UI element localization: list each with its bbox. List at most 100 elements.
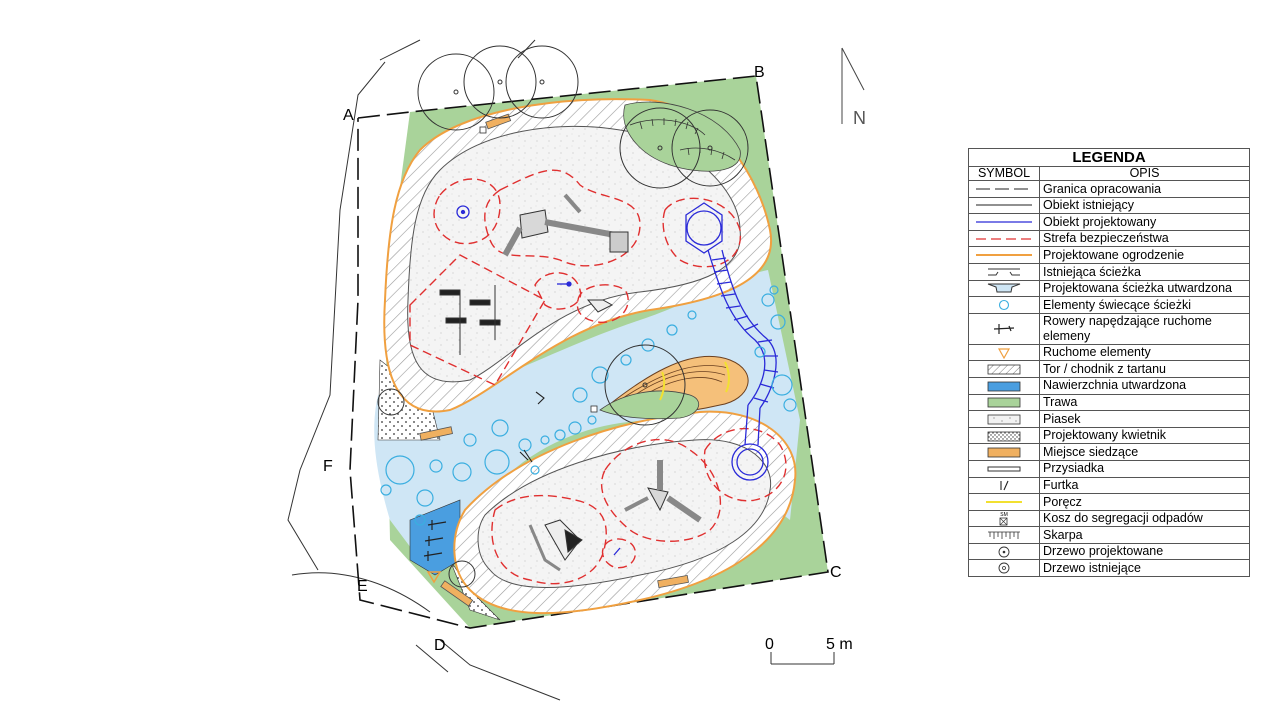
- planned-tree-icon: [998, 546, 1010, 558]
- paved-surface: [374, 270, 800, 560]
- legend-row: Piasek: [968, 410, 1250, 428]
- sand-fill-icon: [987, 414, 1021, 425]
- legend-label: Przysiadka: [1039, 459, 1250, 478]
- bike-icon: [993, 323, 1015, 334]
- legend-label: Poręcz: [1039, 493, 1250, 511]
- bike-symbols: [423, 520, 447, 561]
- legend-row: Projektowana ścieżka utwardzona: [968, 279, 1250, 298]
- safety-zones: [409, 169, 787, 585]
- moving-element-marker: [426, 571, 442, 584]
- bike-area: [409, 499, 461, 576]
- scale-start-label: 0: [765, 636, 774, 653]
- existing-trees: [377, 45, 749, 588]
- legend-label: Granica opracowania: [1039, 180, 1250, 198]
- legend-label: Skarpa: [1039, 526, 1250, 544]
- play-equipment: [439, 193, 702, 572]
- light-circle-icon: [998, 299, 1010, 311]
- legend-row: Trawa: [968, 393, 1250, 412]
- triangle-icon: [997, 347, 1011, 359]
- legend-row: Obiekt projektowany: [968, 213, 1250, 231]
- legend-row: Rowery napędzające ruchome elemeny: [968, 312, 1250, 345]
- bin-symbol-2: [590, 405, 598, 413]
- existing-roads: [287, 39, 561, 701]
- legend-label: Piasek: [1039, 410, 1250, 428]
- slope-marks: [629, 118, 736, 161]
- path-lights: [380, 285, 797, 526]
- blue-line-icon: [976, 221, 1032, 223]
- point-b-label: B: [754, 64, 765, 81]
- scale-bar: [770, 652, 835, 665]
- legend-label: Obiekt istniejący: [1039, 196, 1250, 215]
- legend-row: Poręcz: [968, 493, 1250, 511]
- site-plan: A B C D E F N 0 5 m: [287, 39, 866, 701]
- legend-row: Projektowany kwietnik: [968, 426, 1250, 445]
- legend-label: Trawa: [1039, 393, 1250, 412]
- red-dashed-line-icon: [976, 237, 1032, 240]
- slope-icon: [988, 531, 1020, 540]
- point-a-label: A: [343, 107, 354, 124]
- legend-row: Istniejąca ścieżka: [968, 262, 1250, 281]
- legend-label: Projektowany kwietnik: [1039, 426, 1250, 445]
- legend-row: Ruchome elementy: [968, 343, 1250, 362]
- yellow-line-icon: [986, 500, 1022, 503]
- north-label: N: [853, 108, 866, 128]
- legend-row: Obiekt istniejący: [968, 196, 1250, 215]
- bench-icon: [987, 466, 1021, 472]
- legend-row: SM Kosz do segregacji odpadów: [968, 509, 1250, 528]
- flowerbed-fill-icon: [987, 431, 1021, 441]
- scale-end-label: 5 m: [826, 636, 853, 653]
- legend-label: Nawierzchnia utwardzona: [1039, 376, 1250, 395]
- legend-label: Projektowana ścieżka utwardzona: [1039, 279, 1250, 298]
- point-e-label: E: [357, 578, 368, 595]
- blue-fill-icon: [987, 381, 1021, 392]
- legend-row: Skarpa: [968, 526, 1250, 544]
- legend-row: Tor / chodnik z tartanu: [968, 360, 1250, 378]
- bin-symbol: [479, 126, 487, 134]
- svg-text:SM: SM: [1000, 512, 1008, 518]
- central-hill: [599, 355, 749, 420]
- legend-label: Obiekt projektowany: [1039, 213, 1250, 231]
- legend-label: Drzewo istniejące: [1039, 559, 1250, 578]
- existing-tree-icon: [998, 562, 1010, 574]
- legend-row: Granica opracowania: [968, 180, 1250, 198]
- thin-line-icon: [976, 204, 1032, 206]
- upper-play-area: [407, 125, 741, 383]
- legend-label: Furtka: [1039, 476, 1250, 495]
- legend-row: Nawierzchnia utwardzona: [968, 376, 1250, 395]
- legend-row: Drzewo istniejące: [968, 559, 1250, 578]
- legend-row: Projektowane ogrodzenie: [968, 246, 1250, 264]
- legend-label: Istniejąca ścieżka: [1039, 262, 1250, 281]
- legend-label: Ruchome elementy: [1039, 343, 1250, 362]
- legend-desc-header: OPIS: [1039, 166, 1250, 181]
- legend-row: Furtka: [968, 476, 1250, 495]
- legend-label: Rowery napędzające ruchome elemeny: [1039, 312, 1250, 345]
- legend-label: Drzewo projektowane: [1039, 542, 1250, 561]
- north-arrow: [841, 47, 865, 124]
- gates: [519, 391, 545, 463]
- legend-symbol-header: SYMBOL: [968, 166, 1040, 181]
- legend-title: LEGENDA: [968, 148, 1250, 167]
- designed-objects: [456, 202, 779, 556]
- green-fill-icon: [987, 397, 1021, 408]
- legend-row: Miejsce siedzące: [968, 443, 1250, 461]
- legend-label: Kosz do segregacji odpadów: [1039, 509, 1250, 528]
- bin-icon: SM: [999, 512, 1008, 526]
- legend-table: LEGENDA SYMBOL OPIS Granica opracowania …: [968, 148, 1250, 578]
- legend-label: Elementy świecące ścieżki: [1039, 296, 1250, 314]
- existing-path-icon: [988, 268, 1020, 276]
- legend-row: Strefa bezpieczeństwa: [968, 229, 1250, 248]
- orange-fill-icon: [987, 447, 1021, 458]
- point-c-label: C: [830, 564, 842, 581]
- gate-icon: [1000, 481, 1009, 491]
- legend-row: Przysiadka: [968, 459, 1250, 478]
- point-f-label: F: [323, 458, 333, 475]
- legend-label: Miejsce siedzące: [1039, 443, 1250, 461]
- legend-label: Tor / chodnik z tartanu: [1039, 360, 1250, 378]
- site-boundary: [349, 75, 829, 629]
- legend-label: Strefa bezpieczeństwa: [1039, 229, 1250, 248]
- legend-row: Drzewo projektowane: [968, 542, 1250, 561]
- paved-path-icon: [987, 283, 1021, 293]
- legend-label: Projektowane ogrodzenie: [1039, 246, 1250, 264]
- point-d-label: D: [434, 637, 446, 654]
- legend-row: Elementy świecące ścieżki: [968, 296, 1250, 314]
